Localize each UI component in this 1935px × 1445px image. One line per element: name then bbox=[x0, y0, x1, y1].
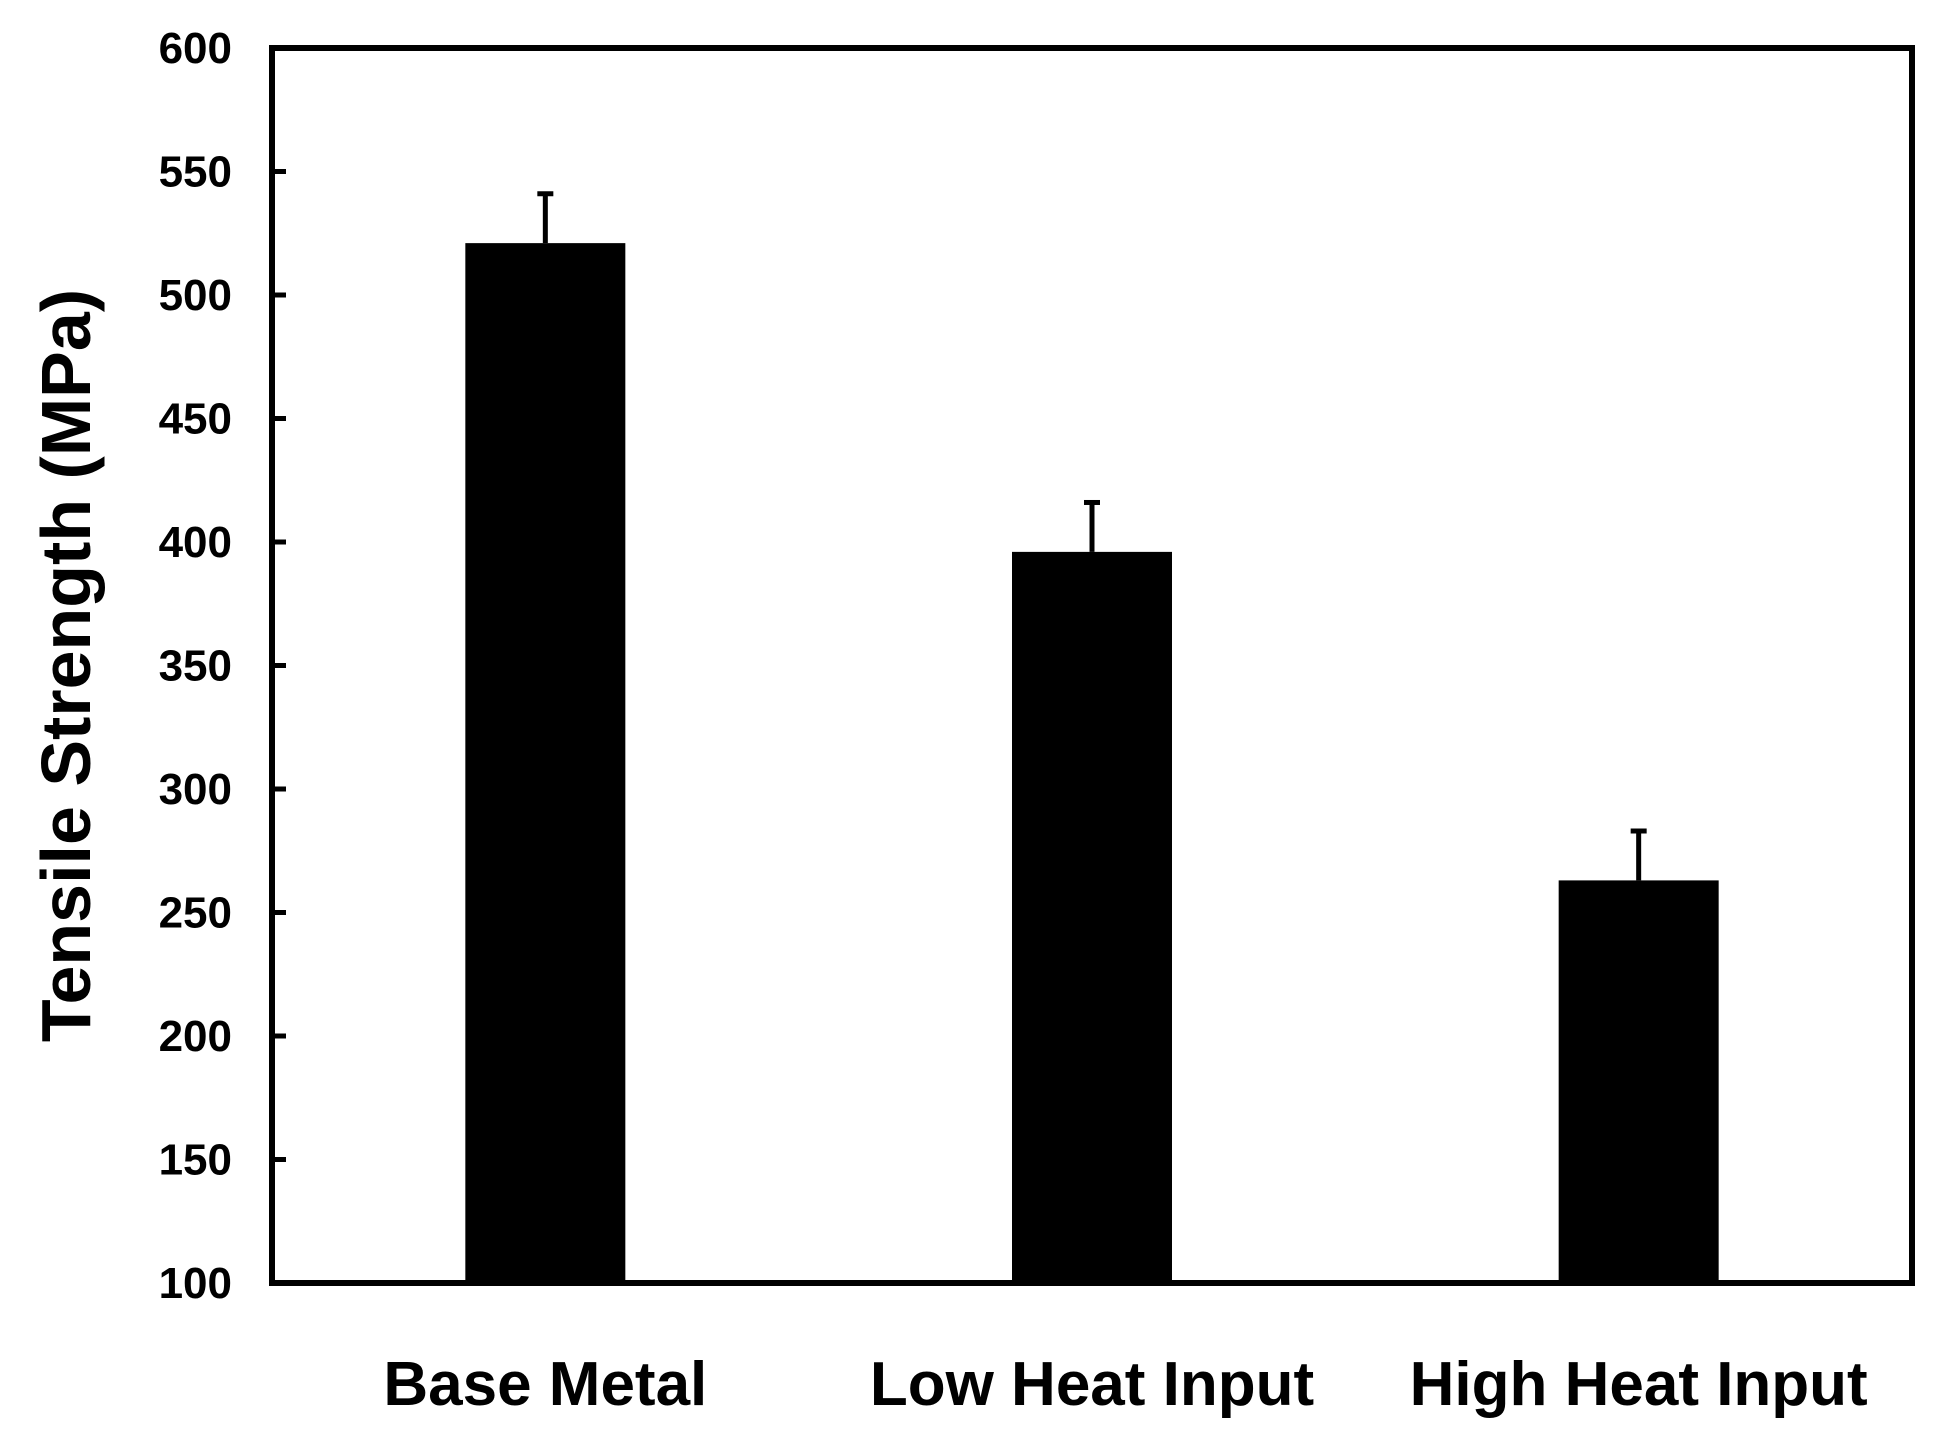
y-tick-label: 550 bbox=[159, 148, 232, 197]
y-tick-label: 300 bbox=[159, 765, 232, 814]
bar bbox=[465, 243, 626, 1283]
y-tick-label: 350 bbox=[159, 642, 232, 691]
y-tick-label: 450 bbox=[159, 395, 232, 444]
bars-layer bbox=[465, 243, 1719, 1283]
y-tick-label: 600 bbox=[159, 24, 232, 73]
x-axis-category-labels: Base Metal Low Heat Input High Heat Input bbox=[383, 1350, 1867, 1419]
bar bbox=[1558, 880, 1719, 1283]
y-axis-title: Tensile Strength (MPa) bbox=[27, 289, 105, 1042]
y-tick-label: 150 bbox=[159, 1136, 232, 1185]
y-tick-label: 500 bbox=[159, 271, 232, 320]
x-category-label: High Heat Input bbox=[1410, 1350, 1868, 1419]
x-category-label: Low Heat Input bbox=[870, 1350, 1314, 1419]
y-tick-label: 200 bbox=[159, 1012, 232, 1061]
y-tick-label: 400 bbox=[159, 518, 232, 567]
bar bbox=[1012, 551, 1172, 1283]
y-tick-label: 100 bbox=[159, 1259, 232, 1308]
error-bars-layer bbox=[537, 191, 1647, 881]
y-tick-label: 250 bbox=[159, 889, 232, 938]
x-category-label: Base Metal bbox=[383, 1350, 707, 1419]
y-axis-ticks: 100 150 200 250 300 350 400 450 500 550 600 bbox=[159, 24, 286, 1308]
